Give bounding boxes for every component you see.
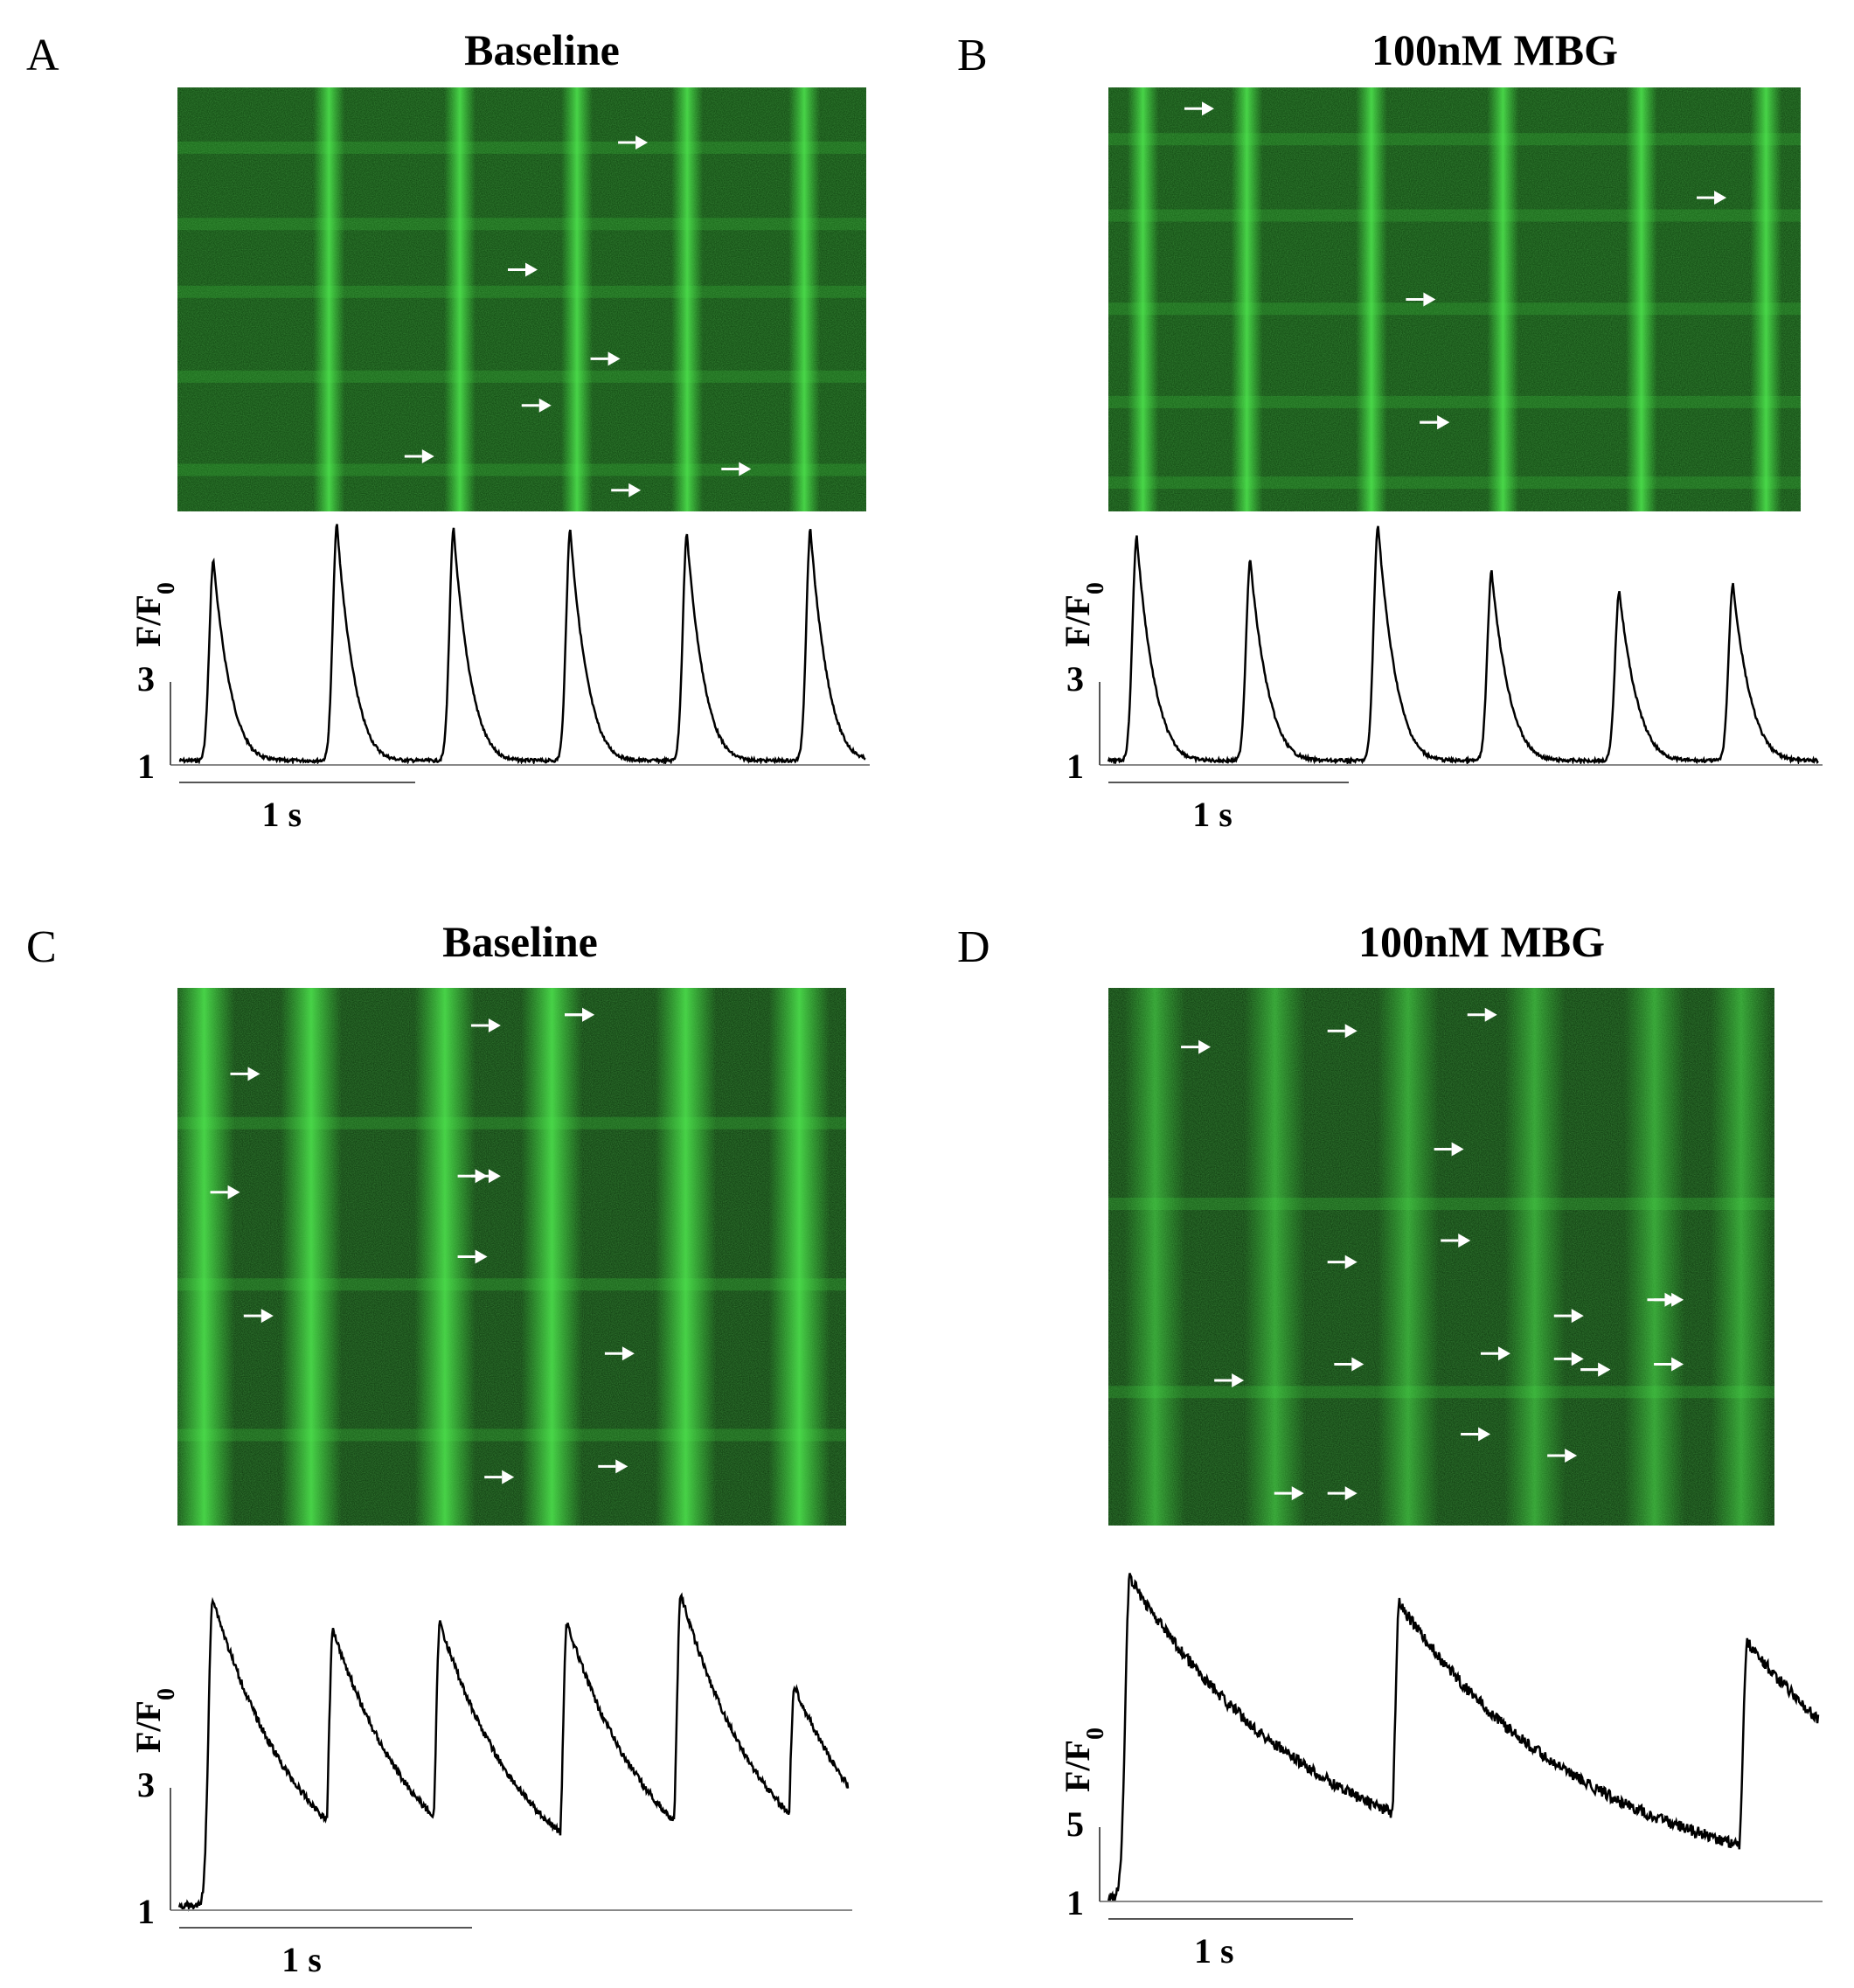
linescan-arrow [470,1018,501,1033]
linescan-arrow [1441,1234,1471,1248]
linescan-arrow [243,1309,274,1324]
linescan-arrow [598,1459,628,1474]
y-axis-label: F/F0 [128,1688,180,1753]
linescan-arrow [1461,1427,1491,1442]
panel-d-letter: D [957,922,990,972]
panel-d-linescan-image [1108,988,1774,1526]
linescan-arrow [721,462,752,476]
linescan-arrow [484,1470,515,1484]
trace-line [1107,1573,1820,1902]
trace-line [178,524,866,767]
linescan-arrow [590,351,621,366]
y-axis-label: F/F0 [128,582,180,647]
linescan-arrow [508,262,538,277]
y-tick-low: 1 [1066,747,1084,786]
linescan-arrow [1214,1373,1245,1387]
panel-a-title: Baseline [464,25,620,74]
linescan-arrow [1553,1352,1584,1366]
linescan-arrow [1654,1292,1684,1307]
y-tick-high: 3 [1066,659,1084,699]
y-axis-label: F/F0 [1058,582,1109,647]
panel-a-letter: A [26,31,59,80]
panel-c-linescan-image [177,988,846,1526]
linescan-noise [1108,87,1801,511]
linescan-arrow [1334,1357,1364,1372]
panel-b-title: 100nM MBG [1371,25,1618,74]
time-scale-label: 1 s [281,1940,322,1979]
linescan-arrow [1547,1449,1578,1463]
panel-a-fluorescence-trace: 1 3 F/F0 1 s [128,524,870,834]
linescan-arrow [1697,191,1727,205]
panel-b-linescan-image [1108,87,1801,511]
y-tick-high: 3 [137,1765,155,1804]
panel-b-letter: B [957,31,988,80]
linescan-arrow [1580,1362,1611,1377]
panel-d-fluorescence-trace: 1 5 F/F0 1 s [1058,1573,1823,1971]
y-tick-low: 1 [1066,1883,1084,1922]
linescan-arrow [457,1249,488,1264]
time-scale-label: 1 s [1194,1931,1234,1971]
linescan-arrow [611,483,642,497]
y-tick-high: 5 [1066,1804,1084,1844]
trace-line [1107,525,1819,767]
panel-c-letter: C [26,922,57,972]
linescan-arrow [210,1185,240,1199]
panel-d-title: 100nM MBG [1358,917,1605,966]
linescan-arrow [1654,1357,1684,1372]
linescan-arrow [618,136,649,150]
linescan-arrow [1274,1486,1304,1501]
y-axis-label: F/F0 [1058,1727,1109,1792]
y-tick-low: 1 [137,1892,155,1931]
linescan-arrow [1181,1039,1212,1054]
linescan-arrow [1467,1007,1497,1022]
linescan-arrow [565,1007,594,1022]
linescan-noise [177,87,866,511]
linescan-arrow [521,398,552,413]
linescan-arrow [1327,1024,1358,1039]
linescan-arrow [1553,1309,1584,1324]
linescan-noise [177,988,846,1526]
time-scale-label: 1 s [262,795,302,834]
panel-a-linescan-image [177,87,866,511]
trace-line [177,1592,850,1912]
linescan-arrow [1480,1346,1510,1361]
time-scale-label: 1 s [1192,795,1233,834]
y-tick-low: 1 [137,747,155,786]
linescan-arrow [1420,415,1450,430]
linescan-arrow [1406,292,1436,307]
linescan-arrow [1327,1255,1358,1269]
panel-c-title: Baseline [442,917,598,966]
linescan-arrow [457,1169,488,1184]
linescan-arrow [1184,101,1214,116]
linescan-arrow [404,448,434,463]
panel-b-fluorescence-trace: 1 3 F/F0 1 s [1058,525,1823,834]
panel-c-fluorescence-trace: 1 3 F/F0 1 s [128,1592,852,1979]
y-tick-high: 3 [137,659,155,699]
linescan-arrow [1434,1142,1464,1157]
linescan-arrow [230,1067,260,1081]
linescan-arrow [1327,1486,1358,1501]
linescan-noise [1108,988,1774,1526]
linescan-arrow [604,1346,635,1361]
